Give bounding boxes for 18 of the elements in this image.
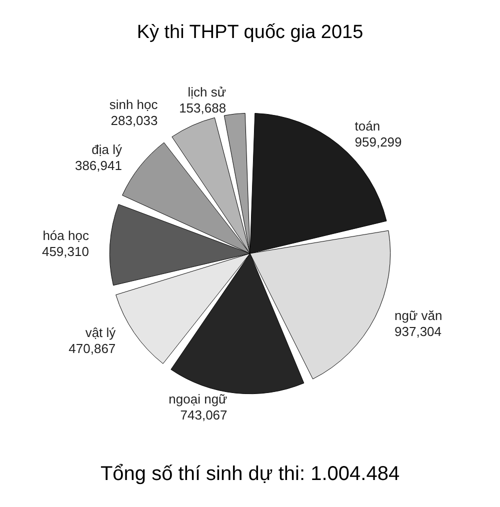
chart-title: Kỳ thi THPT quốc gia 2015 [136, 22, 364, 43]
data-label: 153,688 [179, 100, 226, 116]
data-label: 459,310 [42, 244, 89, 260]
slice-label: ngoại ngữ [168, 392, 228, 407]
slice-label: ngữ văn [394, 308, 442, 324]
data-label: 743,067 [180, 408, 228, 423]
data-label: 959,299 [354, 134, 402, 150]
text: Tổng số thí sinh dự thi: 1.004.484 [100, 463, 400, 485]
data-label: 470,867 [68, 341, 116, 356]
slice-label: hóa học [42, 228, 90, 244]
slice-label: vật lý [85, 325, 116, 340]
data-label: 283,033 [110, 113, 158, 128]
slice-label: sinh học [109, 97, 158, 112]
slice-label: toán [354, 118, 380, 134]
slice-label: lịch sử [188, 84, 226, 100]
data-label: 937,304 [394, 324, 442, 340]
data-label: 386,941 [74, 158, 122, 174]
slice-label: địa lý [92, 142, 122, 158]
